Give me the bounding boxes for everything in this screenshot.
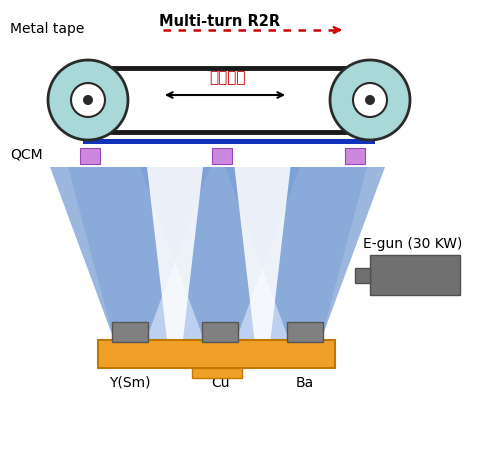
Circle shape — [365, 95, 375, 105]
Polygon shape — [50, 167, 210, 340]
Circle shape — [330, 60, 410, 140]
Circle shape — [353, 83, 387, 117]
Bar — [355, 268, 370, 283]
Text: Metal tape: Metal tape — [10, 22, 84, 36]
Text: Multi-turn R2R: Multi-turn R2R — [160, 14, 281, 29]
Text: Y(Sm): Y(Sm) — [109, 376, 151, 390]
Text: Cu: Cu — [211, 376, 229, 390]
Bar — [98, 340, 335, 368]
Polygon shape — [225, 167, 385, 340]
Polygon shape — [68, 167, 367, 340]
Text: QCM: QCM — [10, 148, 43, 162]
Bar — [192, 368, 242, 378]
Circle shape — [71, 83, 105, 117]
Text: 증착영역: 증착영역 — [210, 71, 246, 85]
Bar — [212, 148, 232, 164]
Bar — [80, 148, 100, 164]
Polygon shape — [140, 167, 300, 340]
Polygon shape — [235, 167, 291, 340]
Bar — [112, 322, 148, 342]
Bar — [370, 255, 460, 295]
Bar — [202, 322, 238, 342]
Text: E-gun (30 KW): E-gun (30 KW) — [363, 237, 463, 251]
Circle shape — [48, 60, 128, 140]
Bar — [287, 322, 323, 342]
Bar — [345, 148, 365, 164]
Circle shape — [83, 95, 93, 105]
Text: Ba: Ba — [296, 376, 314, 390]
Bar — [83, 139, 375, 144]
Polygon shape — [147, 167, 203, 340]
